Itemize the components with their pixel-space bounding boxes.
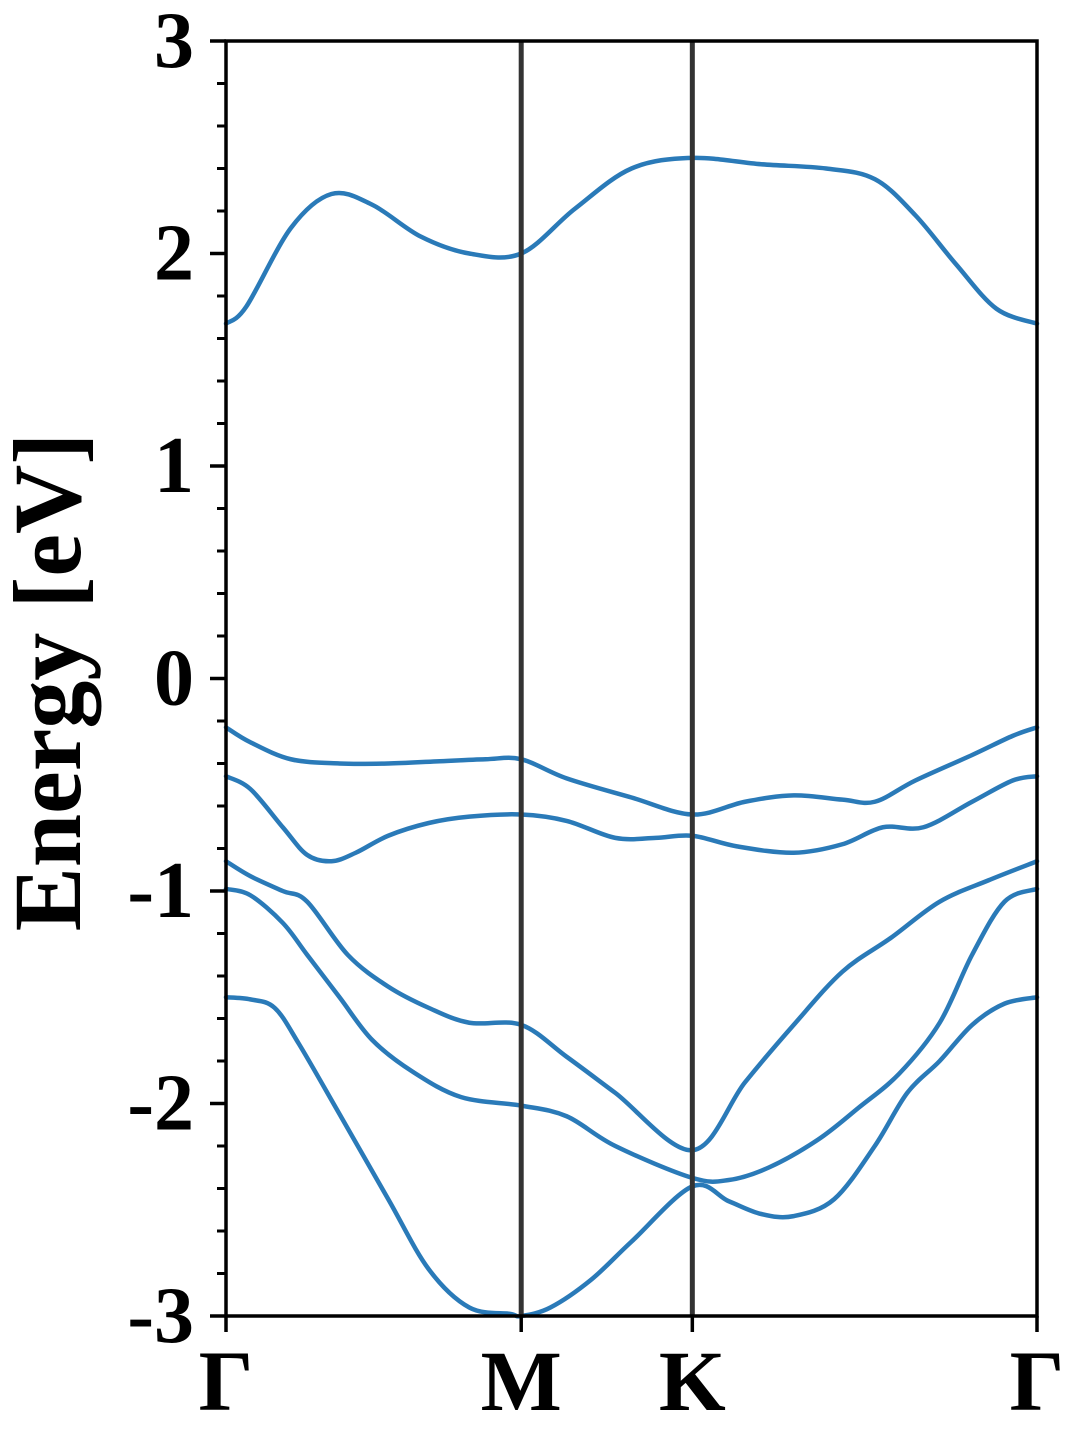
y-tick-label: 2 [154,210,194,298]
y-tick-label: -3 [127,1272,194,1360]
band-line-5 [223,886,1040,1184]
band-line-6 [223,995,1040,1319]
y-tick-label: -1 [127,847,194,935]
band-line-2 [223,725,1040,817]
y-ticks: 3 2 1 0 -1 -2 -3 [127,0,226,1360]
band-line-3 [223,774,1040,864]
y-tick-label: 0 [154,635,194,723]
y-tick-label: -2 [127,1060,194,1148]
y-tick-label: 1 [154,422,194,510]
x-tick-label: K [659,1333,726,1429]
x-tick-label: Γ [1010,1333,1065,1429]
band-series-layer [223,155,1040,1319]
band-line-1 [223,155,1040,326]
k-divider-layer [518,41,695,1316]
x-tick-label: Γ [199,1333,254,1429]
x-tick-label: M [481,1333,562,1429]
band-line-4 [223,859,1040,1153]
y-axis-label: Energy [eV] [0,433,101,932]
y-tick-label: 3 [154,0,194,85]
